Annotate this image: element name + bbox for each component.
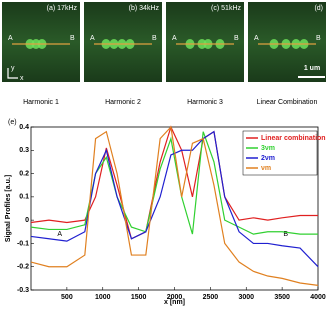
series-line xyxy=(30,125,318,240)
y-tick-label: 0.1 xyxy=(19,194,29,201)
point-label: A xyxy=(254,35,259,42)
y-tick-label: 0.2 xyxy=(19,170,29,177)
axis-icon-label: x xyxy=(20,75,24,82)
caption: Harmonic 3 xyxy=(187,99,223,106)
x-axis-label: x [nm] xyxy=(164,299,185,306)
annotation: B xyxy=(283,231,288,238)
caption: Harmonic 2 xyxy=(105,99,141,106)
point-label: A xyxy=(8,35,13,42)
x-tick-label: 3000 xyxy=(238,294,254,301)
annotation: A xyxy=(57,231,62,238)
y-axis-label: Signal Profiles [a.u.] xyxy=(5,175,12,242)
y-tick-label: -0.2 xyxy=(17,264,29,271)
image-panels: (a) 17kHz A B Harmonic 1 (b) 34kHz A B Harmonic… xyxy=(2,2,326,106)
panel-label: (b) 34kHz xyxy=(129,5,160,12)
x-tick-label: 500 xyxy=(61,294,73,301)
legend-label: Linear combination xyxy=(261,135,326,142)
x-tick-label: 2000 xyxy=(167,294,183,301)
point-label: A xyxy=(90,35,95,42)
chart: -0.3 -0.2 -0.1 0 0.1 0.2 0.3 0.4 500 1000 1500 2000… xyxy=(5,124,326,306)
y-tick-label: 0.3 xyxy=(19,147,29,154)
point-label: B xyxy=(152,35,157,42)
panel-label: (e) xyxy=(8,119,17,126)
legend-label: 3νm xyxy=(261,145,275,152)
point-label: B xyxy=(234,35,239,42)
y-tick-label: 0 xyxy=(25,217,29,224)
caption: Linear Combination xyxy=(257,99,318,106)
point-label: A xyxy=(172,35,177,42)
panel-label: (a) 17kHz xyxy=(47,5,78,12)
series-line xyxy=(30,125,319,286)
legend-label: 2νm xyxy=(261,155,275,162)
y-tick-label: -0.3 xyxy=(17,287,29,294)
panel-label: (d) xyxy=(314,5,323,12)
axis-icon-label: y xyxy=(11,65,15,72)
x-tick-label: 1500 xyxy=(131,294,147,301)
point-label: B xyxy=(316,35,321,42)
y-tick-label: 0.4 xyxy=(19,124,29,131)
y-tick-label: -0.1 xyxy=(17,240,29,247)
axes-icon xyxy=(7,68,18,79)
x-tick-label: 3500 xyxy=(274,294,290,301)
x-tick-label: 4000 xyxy=(310,294,326,301)
x-tick-label: 1000 xyxy=(95,294,111,301)
x-tick-label: 2500 xyxy=(203,294,219,301)
panel-label: (c) 51kHz xyxy=(211,5,241,12)
caption: Harmonic 1 xyxy=(23,99,59,106)
scale-bar-label: 1 um xyxy=(304,65,320,72)
legend-label: νm xyxy=(261,165,271,172)
point-label: B xyxy=(70,35,75,42)
